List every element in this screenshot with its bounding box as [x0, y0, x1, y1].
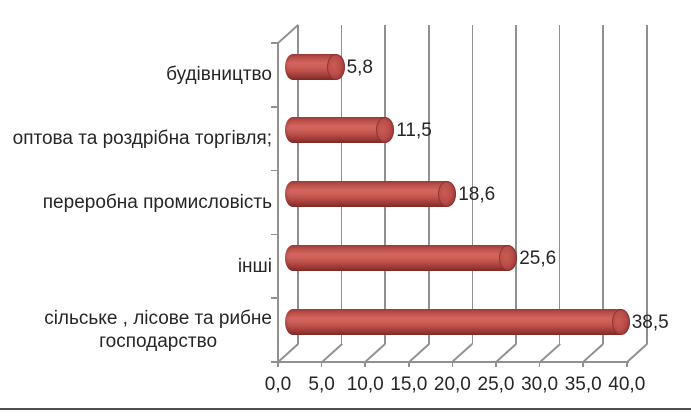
category-label: інші	[238, 255, 272, 278]
x-axis-tick-label: 15,0	[390, 374, 428, 395]
x-axis-tick-label: 20,0	[433, 374, 471, 395]
x-axis-tick-label: 0,0	[264, 374, 292, 395]
gridline	[602, 25, 604, 344]
y-axis-line	[277, 43, 279, 367]
data-label: 38,5	[631, 311, 669, 333]
category-tick	[271, 297, 278, 299]
x-axis-tick-label: 25,0	[477, 374, 515, 395]
bar-cylinder-body	[285, 117, 386, 144]
bar-cylinder-cap	[438, 181, 457, 208]
data-label: 5,8	[346, 56, 373, 78]
category-tick	[271, 169, 278, 172]
x-axis-tick	[495, 362, 497, 367]
x-axis-tick	[320, 362, 323, 367]
x-axis-tick	[626, 362, 628, 367]
x-axis-line	[271, 361, 629, 363]
category-label-line: переробна промисловість	[42, 192, 272, 213]
category-label: сільське , лісове та рибне господарство	[44, 307, 272, 353]
category-label-line: інші	[237, 255, 272, 277]
floor-diagonal	[321, 343, 343, 363]
category-label-line: господарство	[99, 331, 218, 353]
x-axis-tick	[451, 362, 454, 367]
bottom-divider	[0, 408, 691, 410]
bar-cylinder-cap	[611, 308, 630, 335]
bar-cylinder-cap	[326, 53, 345, 80]
bar-cylinder-body	[285, 244, 509, 271]
x-axis-tick-label: 35,0	[564, 374, 602, 395]
bar-cylinder-body	[285, 181, 448, 208]
category-label: оптова та роздрібна торгівля;	[13, 127, 272, 150]
bar-cylinder-body	[285, 308, 621, 335]
category-label-line: оптова та роздрібна торгівля;	[12, 128, 272, 150]
category-tick	[271, 361, 278, 363]
x-axis-tick-label: 30,0	[521, 374, 559, 395]
floor-diagonal	[364, 343, 386, 363]
x-axis-tick	[408, 362, 410, 367]
category-label: переробна промисловість	[43, 191, 272, 214]
x-axis-tick-label: 40,0	[608, 374, 646, 395]
floor-diagonal	[495, 343, 517, 363]
bar-cylinder-cap	[499, 244, 518, 271]
data-label: 11,5	[396, 120, 432, 142]
gridline	[515, 25, 517, 344]
category-tick	[271, 106, 278, 108]
category-label-line: будівництво	[166, 64, 272, 86]
floor-diagonal	[408, 343, 430, 363]
category-tick	[271, 42, 278, 44]
data-label: 18,6	[458, 184, 496, 206]
floor-diagonal	[539, 343, 561, 363]
gridline	[558, 25, 561, 344]
floor-diagonal	[451, 343, 473, 363]
floor-diagonal	[626, 343, 648, 363]
x-axis-tick	[538, 362, 541, 367]
bar-cylinder-cap	[376, 117, 395, 144]
wall-top-edge	[277, 24, 299, 44]
data-label: 25,6	[519, 247, 557, 269]
category-label-line: сільське , лісове та рибне	[44, 308, 272, 330]
category-label: будівництво	[166, 63, 272, 86]
floor-diagonal	[277, 343, 299, 363]
x-axis-tick-label: 5,0	[308, 374, 335, 395]
floor-diagonal	[582, 343, 604, 363]
x-axis-tick-label: 10,0	[346, 374, 384, 395]
category-tick	[271, 233, 278, 236]
gridline	[646, 25, 648, 344]
gridline	[471, 25, 474, 344]
x-axis-tick	[364, 362, 366, 367]
x-axis-tick	[582, 362, 584, 367]
